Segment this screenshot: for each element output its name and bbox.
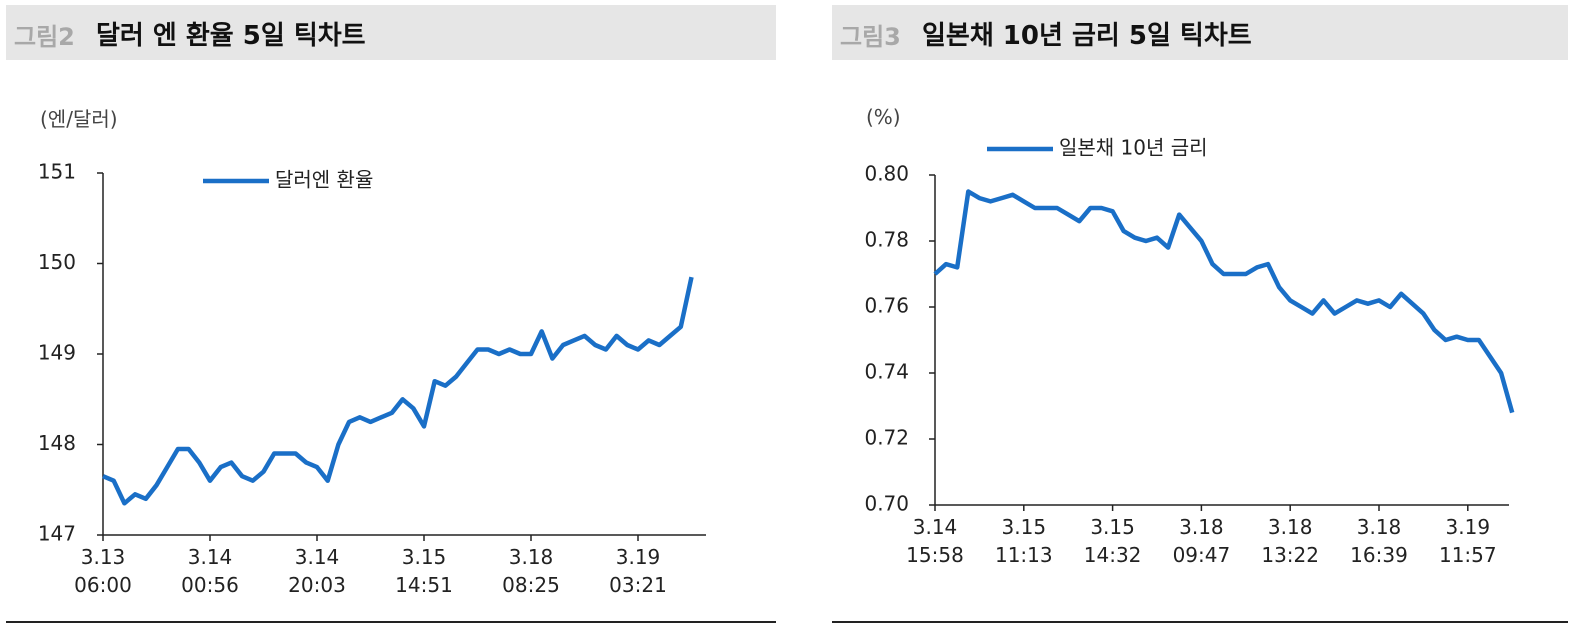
x-tick-label: 3.19 03:21 (609, 545, 667, 597)
x-tick-label: 3.14 15:58 (906, 515, 964, 567)
x-tick-label: 3.15 14:51 (395, 545, 453, 597)
y-unit: (엔/달러) (40, 107, 118, 131)
y-tick-label: 0.70 (864, 492, 909, 516)
chart-title: 달러 엔 환율 5일 틱차트 (96, 21, 366, 51)
y-unit: (%) (866, 105, 901, 129)
data-line (102, 276, 694, 506)
x-tick-label: 3.18 13:22 (1261, 515, 1319, 567)
footer-rule (6, 621, 776, 623)
x-tick-label: 3.13 06:00 (74, 545, 132, 597)
x-tick-label: 3.14 00:56 (181, 545, 239, 597)
y-tick-label: 150 (38, 250, 76, 274)
y-tick-label: 147 (38, 522, 76, 546)
x-tick-label: 3.18 08:25 (502, 545, 560, 597)
data-line (933, 189, 1515, 414)
legend-label: 달러엔 환율 (275, 168, 373, 192)
y-tick-label: 149 (38, 341, 76, 365)
figure-label: 그림3 (840, 23, 901, 51)
x-tick-label: 3.19 11:57 (1438, 515, 1497, 567)
y-tick-label: 0.72 (864, 426, 909, 450)
x-tick-label: 3.15 11:13 (994, 515, 1053, 567)
y-tick-label: 0.76 (864, 294, 909, 318)
x-tick-label: 3.18 09:47 (1172, 515, 1231, 567)
chart-title: 일본채 10년 금리 5일 틱차트 (922, 21, 1252, 51)
x-tick-label: 3.15 14:32 (1083, 515, 1142, 567)
footer-rule (832, 621, 1568, 623)
y-tick-label: 151 (38, 160, 76, 184)
header-bar (832, 5, 1568, 60)
y-tick-label: 148 (38, 431, 76, 455)
figure-label: 그림2 (14, 23, 75, 51)
y-tick-label: 0.74 (864, 360, 909, 384)
y-tick-label: 0.80 (864, 162, 909, 186)
header-bar (6, 5, 776, 60)
y-tick-label: 0.78 (864, 228, 909, 252)
x-tick-label: 3.18 16:39 (1350, 515, 1408, 567)
legend-label: 일본채 10년 금리 (1059, 136, 1208, 160)
x-tick-label: 3.14 20:03 (288, 545, 346, 597)
